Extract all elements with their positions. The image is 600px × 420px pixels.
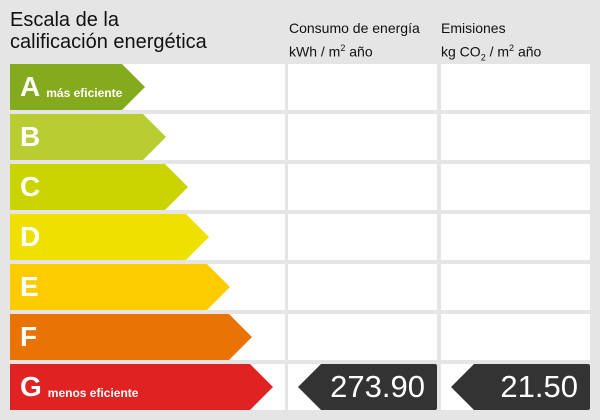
rating-cell: D (10, 214, 285, 260)
rating-row-f: F (0, 314, 600, 360)
consumo-header: Consumo de energía kWh / m2 año (289, 18, 420, 62)
consumo-unit-sup: 2 (340, 43, 346, 53)
rating-cell: B (10, 114, 285, 160)
emisiones-cell (441, 64, 590, 110)
rating-arrow-d: D (10, 214, 209, 260)
emisiones-cell (441, 214, 590, 260)
rating-cell: C (10, 164, 285, 210)
rating-row-b: B (0, 114, 600, 160)
rating-arrow-f: F (10, 314, 252, 360)
consumo-cell (288, 214, 437, 260)
emisiones-cell: 21.50 (441, 364, 590, 410)
emisiones-title: Emisiones (441, 20, 506, 36)
emisiones-unit-post: año (514, 43, 542, 60)
rating-arrow-c: C (10, 164, 188, 210)
rating-row-e: E (0, 264, 600, 310)
rating-label: menos eficiente (47, 386, 139, 400)
rating-arrow-b: B (10, 114, 166, 160)
consumo-cell (288, 164, 437, 210)
emisiones-unit-sup: 2 (509, 43, 515, 53)
consumo-value-badge: 273.90 (298, 364, 437, 410)
title-line-2: calificación energética (10, 31, 207, 53)
consumo-cell (288, 314, 437, 360)
rating-cell: E (10, 264, 285, 310)
consumo-cell (288, 114, 437, 160)
emisiones-cell (441, 114, 590, 160)
rating-row-d: D (0, 214, 600, 260)
emisiones-cell (441, 314, 590, 360)
rating-letter: G (20, 371, 42, 402)
emisiones-header: Emisiones kg CO2 / m2 año (441, 18, 541, 67)
rating-letter: D (20, 221, 41, 252)
rating-label: más eficiente (46, 86, 123, 100)
rating-letter: E (20, 271, 39, 302)
rating-cell: F (10, 314, 285, 360)
consumo-title: Consumo de energía (289, 20, 420, 36)
rating-row-c: C (0, 164, 600, 210)
rating-letter: F (20, 321, 38, 352)
consumo-unit-post: año (345, 43, 373, 60)
rating-arrow-e: E (10, 264, 230, 310)
emisiones-cell (441, 164, 590, 210)
emisiones-unit-mid: / m (485, 43, 510, 60)
emisiones-unit: kg CO (441, 43, 481, 60)
rating-letter: A (20, 71, 41, 102)
consumo-cell (288, 264, 437, 310)
rating-letter: B (20, 121, 41, 152)
consumo-unit: kWh / m (289, 43, 341, 60)
title-line-1: Escala de la (10, 9, 119, 31)
consumo-cell (288, 64, 437, 110)
rating-letter: C (20, 171, 41, 202)
emisiones-cell (441, 264, 590, 310)
emisiones-value-badge: 21.50 (451, 364, 590, 410)
page-title: Escala de la calificación energética (10, 9, 207, 53)
consumo-cell: 273.90 (288, 364, 437, 410)
emisiones-unit-sub: 2 (480, 52, 486, 63)
